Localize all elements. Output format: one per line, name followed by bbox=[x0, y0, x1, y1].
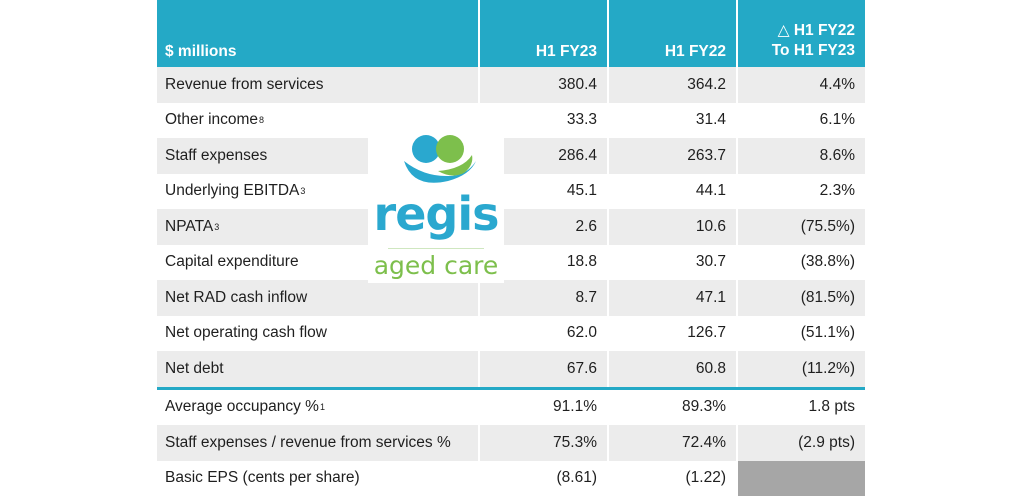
row-value-h1fy22: 60.8 bbox=[607, 351, 736, 387]
table-row: Other income 8 33.3 31.4 6.1% bbox=[157, 102, 865, 138]
row-label: Revenue from services bbox=[165, 75, 324, 93]
table-row: Revenue from services 380.4 364.2 4.4% bbox=[157, 67, 865, 103]
table-row: Capital expenditure 18.8 30.7 (38.8%) bbox=[157, 244, 865, 280]
row-label: Average occupancy % bbox=[165, 398, 319, 416]
row-value-change: (38.8%) bbox=[736, 244, 865, 280]
row-value-change: (81.5%) bbox=[736, 280, 865, 316]
row-value-h1fy22: 44.1 bbox=[607, 173, 736, 209]
table-row: Basic EPS (cents per share) (8.61) (1.22… bbox=[157, 460, 865, 496]
people-figures-icon bbox=[404, 135, 476, 183]
row-label: NPATA bbox=[165, 217, 214, 235]
row-label: Staff expenses bbox=[165, 146, 268, 164]
section-divider bbox=[157, 386, 865, 390]
row-label: Underlying EBITDA bbox=[165, 182, 300, 200]
header-units: $ millions bbox=[165, 43, 237, 60]
row-value-h1fy22: 31.4 bbox=[607, 102, 736, 138]
row-value-h1fy22: 10.6 bbox=[607, 209, 736, 245]
row-label: Capital expenditure bbox=[165, 253, 299, 271]
header-change-line1: △ H1 FY22 bbox=[777, 22, 855, 39]
header-h1fy23: H1 FY23 bbox=[478, 0, 607, 67]
row-value-h1fy22: 72.4% bbox=[607, 425, 736, 461]
logo-word-aged-care: aged care bbox=[373, 251, 499, 280]
table-row: Underlying EBITDA 3 45.1 44.1 2.3% bbox=[157, 173, 865, 209]
row-value-change: 4.4% bbox=[736, 67, 865, 103]
table-row: Staff expenses 286.4 263.7 8.6% bbox=[157, 138, 865, 174]
row-value-h1fy23: 67.6 bbox=[478, 351, 607, 387]
row-value-h1fy22: (1.22) bbox=[607, 460, 736, 496]
row-label: Basic EPS (cents per share) bbox=[165, 469, 360, 487]
row-value-change: 8.6% bbox=[736, 138, 865, 174]
table-row: Average occupancy % 1 91.1% 89.3% 1.8 pts bbox=[157, 389, 865, 425]
row-value-h1fy23: 91.1% bbox=[478, 389, 607, 425]
row-value-change-empty bbox=[736, 460, 865, 496]
row-value-h1fy22: 126.7 bbox=[607, 315, 736, 351]
row-value-h1fy23: (8.61) bbox=[478, 460, 607, 496]
regis-aged-care-logo: regis aged care bbox=[368, 121, 504, 283]
row-label: Staff expenses / revenue from services % bbox=[165, 433, 451, 451]
row-value-h1fy22: 30.7 bbox=[607, 244, 736, 280]
row-value-h1fy22: 47.1 bbox=[607, 280, 736, 316]
row-value-h1fy23: 62.0 bbox=[478, 315, 607, 351]
row-value-h1fy22: 263.7 bbox=[607, 138, 736, 174]
row-label: Net RAD cash inflow bbox=[165, 288, 308, 306]
financial-summary-table: $ millions H1 FY23 H1 FY22 △ H1 FY22 To … bbox=[157, 0, 865, 496]
table-row: NPATA 3 2.6 10.6 (75.5%) bbox=[157, 209, 865, 245]
header-change: △ H1 FY22 To H1 FY23 bbox=[736, 0, 865, 67]
row-value-change: (2.9 pts) bbox=[736, 425, 865, 461]
row-value-change: 6.1% bbox=[736, 102, 865, 138]
row-value-change: 2.3% bbox=[736, 173, 865, 209]
row-value-h1fy23: 380.4 bbox=[478, 67, 607, 103]
row-value-change: 1.8 pts bbox=[736, 389, 865, 425]
table-row: Net debt 67.6 60.8 (11.2%) bbox=[157, 351, 865, 387]
logo-word-regis: regis bbox=[373, 187, 500, 241]
row-value-h1fy23: 75.3% bbox=[478, 425, 607, 461]
header-h1fy22: H1 FY22 bbox=[607, 0, 736, 67]
row-value-h1fy23: 33.3 bbox=[478, 102, 607, 138]
row-label: Net debt bbox=[165, 359, 224, 377]
logo-rule bbox=[388, 248, 484, 249]
row-value-h1fy23: 8.7 bbox=[478, 280, 607, 316]
row-label: Other income bbox=[165, 111, 259, 129]
table-row: Net operating cash flow 62.0 126.7 (51.1… bbox=[157, 315, 865, 351]
header-change-line2: To H1 FY23 bbox=[771, 42, 855, 59]
table-row: Staff expenses / revenue from services %… bbox=[157, 425, 865, 461]
row-label: Net operating cash flow bbox=[165, 324, 327, 342]
row-value-change: (51.1%) bbox=[736, 315, 865, 351]
row-value-change: (11.2%) bbox=[736, 351, 865, 387]
table-header: $ millions H1 FY23 H1 FY22 △ H1 FY22 To … bbox=[157, 0, 865, 67]
table-row: Net RAD cash inflow 8.7 47.1 (81.5%) bbox=[157, 280, 865, 316]
row-value-h1fy22: 364.2 bbox=[607, 67, 736, 103]
row-value-h1fy22: 89.3% bbox=[607, 389, 736, 425]
row-value-change: (75.5%) bbox=[736, 209, 865, 245]
